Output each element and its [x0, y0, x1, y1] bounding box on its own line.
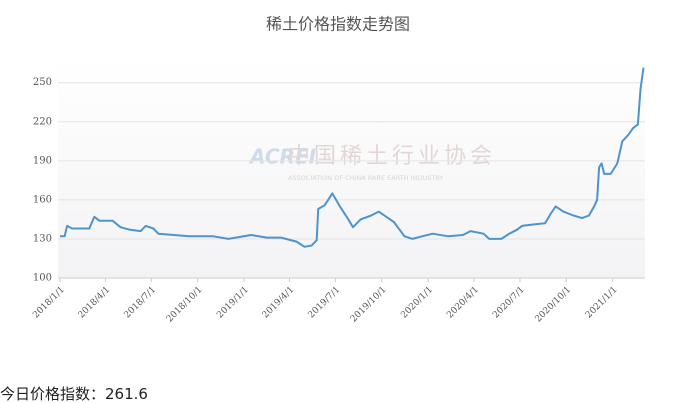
watermark: 中国稀土行业协会 [288, 144, 496, 169]
chart: 稀土价格指数走势图 ACREI 中国稀土行业协会 ASSOCIATION OF … [31, 14, 645, 325]
y-tick-label: 250 [33, 77, 52, 88]
y-tick-label: 190 [33, 155, 52, 166]
y-tick-label: 130 [33, 233, 52, 244]
plot-bg [58, 58, 645, 278]
y-tick-label: 100 [33, 273, 52, 284]
y-tick-label: 220 [33, 116, 52, 127]
watermark-logo: ACREI [248, 145, 317, 169]
y-tick-label: 160 [33, 194, 52, 205]
chart-title: 稀土价格指数走势图 [266, 15, 410, 34]
line-series [60, 67, 645, 248]
watermark-sub: ASSOCIATION OF CHINA RARE EARTH INDUSTRY [288, 174, 443, 182]
footer: 今日价格指数：261.6 [0, 385, 148, 403]
